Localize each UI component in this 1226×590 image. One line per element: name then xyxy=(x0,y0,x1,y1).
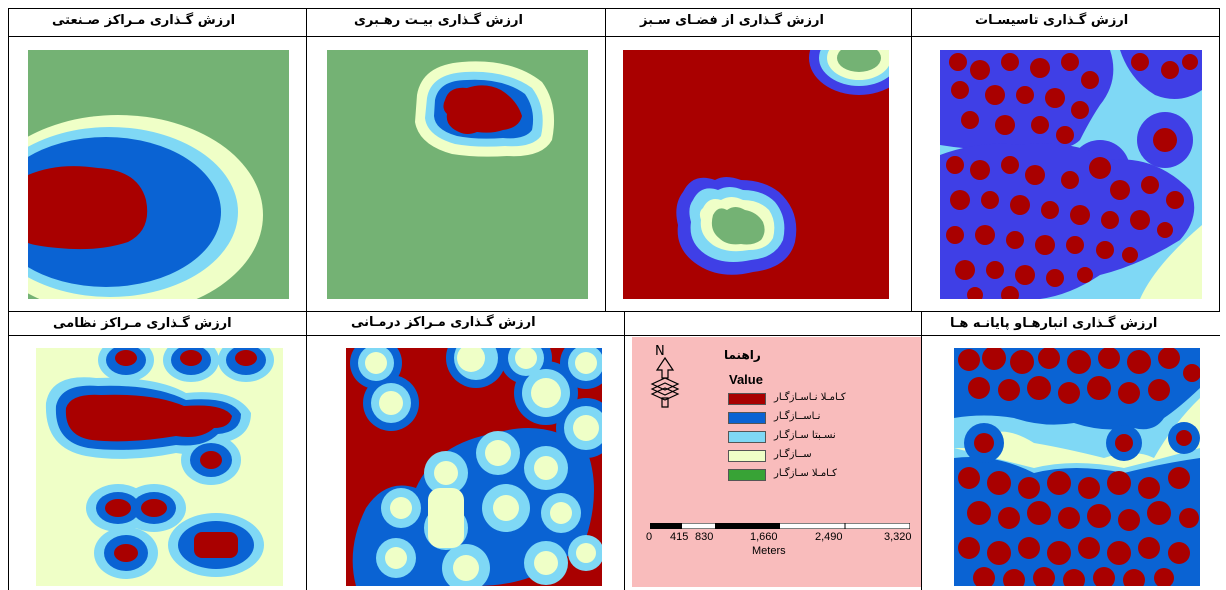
scale-tick: 0 xyxy=(646,531,653,543)
north-label: N xyxy=(655,344,665,359)
scale-tick: 415 xyxy=(670,531,689,543)
frame-left-line xyxy=(8,8,9,590)
map-medical xyxy=(346,348,602,586)
panel-title-industrial: ارزش گـذاری مـراکز صـنعتی xyxy=(52,13,236,28)
legend-title: راهنما xyxy=(724,348,761,362)
legend-label: نسـبتا سـازگـار xyxy=(774,430,836,441)
map-green-space xyxy=(623,50,889,299)
scale-tick: 1,660 xyxy=(750,531,778,543)
legend-item: ســازگـار xyxy=(728,449,908,463)
legend-panel: N راهنما Value کـامـلا نـاسـازگـار نـاسـ… xyxy=(632,337,921,587)
map-military xyxy=(36,348,283,586)
legend-swatch xyxy=(728,450,766,462)
divider-4 xyxy=(624,311,625,590)
legend-item: کـامـلا سـازگـار xyxy=(728,468,908,482)
map-depots xyxy=(954,348,1200,586)
divider-3 xyxy=(911,8,912,311)
panel-title-depots: ارزش گـذاری انبارهـاو پایانـه هـا xyxy=(950,316,1158,331)
panel-title-facilities: ارزش گـذاری تاسیسـات xyxy=(975,13,1129,28)
legend-swatch xyxy=(728,469,766,481)
legend-label: نـاســازگـار xyxy=(774,411,821,422)
legend-swatch xyxy=(728,412,766,424)
frame-right-line xyxy=(1219,8,1220,311)
legend-swatch xyxy=(728,393,766,405)
legend-label: ســازگـار xyxy=(774,449,812,460)
panel-title-governance: ارزش گـذاری بیـت رهـبری xyxy=(354,13,523,28)
frame-top-line xyxy=(8,8,1220,9)
legend-label: کـامـلا نـاسـازگـار xyxy=(774,392,846,403)
divider-2 xyxy=(605,8,606,311)
middle-line xyxy=(8,311,1220,312)
map-industrial xyxy=(28,50,289,299)
legend-item: نـاســازگـار xyxy=(728,411,908,425)
scale-unit: Meters xyxy=(752,545,786,557)
panel-title-military: ارزش گـذاری مـراکز نظامی xyxy=(53,316,232,331)
scale-tick: 2,490 xyxy=(815,531,843,543)
map-governance xyxy=(327,50,588,299)
scale-tick: 3,320 xyxy=(884,531,912,543)
scale-tick: 830 xyxy=(695,531,714,543)
legend-label: کـامـلا سـازگـار xyxy=(774,468,837,479)
divider-1 xyxy=(306,8,307,590)
north-arrow-icon: N xyxy=(650,344,680,408)
panel-title-medical: ارزش گـذاری مـراکز درمـانی xyxy=(351,315,536,330)
legend-item: نسـبتا سـازگـار xyxy=(728,430,908,444)
scale-bar xyxy=(650,523,910,529)
legend-item: کـامـلا نـاسـازگـار xyxy=(728,392,908,406)
legend-swatch xyxy=(728,431,766,443)
divider-5 xyxy=(921,311,922,590)
title-row-2-line xyxy=(8,335,1220,336)
legend-value-label: Value xyxy=(729,372,763,387)
map-facilities xyxy=(940,50,1202,299)
title-row-1-line xyxy=(8,36,1220,37)
panel-title-green-space: ارزش گـذاری از فضـای سـبز xyxy=(640,13,824,28)
